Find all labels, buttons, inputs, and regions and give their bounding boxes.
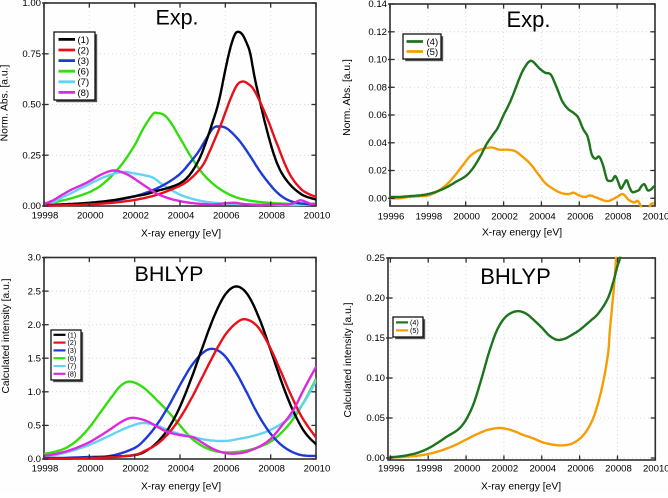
- svg-text:20008: 20008: [605, 212, 632, 223]
- svg-text:0.5: 0.5: [28, 421, 41, 432]
- svg-text:0.20: 0.20: [366, 293, 385, 304]
- svg-text:0.10: 0.10: [368, 55, 387, 66]
- svg-text:20004: 20004: [168, 211, 195, 222]
- svg-text:Calculated intensity [a.u.]: Calculated intensity [a.u.]: [343, 302, 354, 417]
- svg-text:0.75: 0.75: [22, 49, 41, 60]
- svg-text:19998: 19998: [32, 211, 59, 222]
- svg-text:BHLYP: BHLYP: [480, 264, 551, 289]
- svg-text:(8): (8): [68, 369, 77, 378]
- svg-text:(3): (3): [78, 56, 90, 67]
- svg-text:(5): (5): [410, 326, 419, 335]
- svg-text:Exp.: Exp.: [506, 7, 550, 32]
- svg-text:20000: 20000: [453, 212, 480, 223]
- svg-text:0.00: 0.00: [366, 453, 385, 464]
- svg-text:3.0: 3.0: [28, 253, 41, 264]
- svg-text:(6): (6): [68, 354, 77, 363]
- svg-text:20008: 20008: [258, 211, 285, 222]
- svg-text:20004: 20004: [168, 464, 195, 475]
- svg-text:20002: 20002: [491, 212, 518, 223]
- svg-text:(4): (4): [427, 37, 439, 48]
- svg-text:20000: 20000: [454, 464, 481, 475]
- svg-text:0.10: 0.10: [366, 373, 385, 384]
- svg-text:20006: 20006: [567, 212, 594, 223]
- svg-text:0.04: 0.04: [368, 138, 387, 149]
- svg-text:(7): (7): [78, 77, 90, 88]
- svg-text:0.25: 0.25: [366, 253, 385, 264]
- svg-text:Norm. Abs. [a.u.]: Norm. Abs. [a.u.]: [342, 59, 353, 136]
- svg-text:20010: 20010: [304, 464, 331, 475]
- svg-text:0.00: 0.00: [22, 201, 41, 212]
- svg-text:19996: 19996: [378, 212, 405, 223]
- svg-text:20000: 20000: [77, 464, 104, 475]
- svg-text:BHLYP: BHLYP: [135, 262, 204, 286]
- svg-text:2.5: 2.5: [28, 286, 41, 297]
- svg-text:(1): (1): [68, 330, 77, 339]
- svg-text:20010: 20010: [643, 212, 668, 223]
- svg-text:X-ray energy [eV]: X-ray energy [eV]: [481, 482, 561, 493]
- svg-text:0.02: 0.02: [368, 166, 387, 177]
- svg-text:2.0: 2.0: [28, 320, 41, 331]
- svg-text:0.50: 0.50: [22, 100, 41, 111]
- svg-text:Calculated intensity [a.u.]: Calculated intensity [a.u.]: [1, 278, 12, 393]
- svg-text:0.0: 0.0: [28, 454, 41, 465]
- svg-text:20000: 20000: [77, 211, 104, 222]
- svg-text:20002: 20002: [122, 211, 149, 222]
- svg-text:0.12: 0.12: [368, 27, 387, 38]
- svg-text:0.05: 0.05: [366, 413, 385, 424]
- svg-text:1.00: 1.00: [22, 0, 41, 9]
- svg-text:20006: 20006: [213, 211, 240, 222]
- svg-text:19998: 19998: [416, 212, 443, 223]
- svg-text:0.25: 0.25: [22, 150, 41, 161]
- svg-text:0.14: 0.14: [368, 0, 387, 10]
- svg-text:(2): (2): [78, 45, 90, 56]
- svg-text:0.00: 0.00: [368, 194, 387, 205]
- svg-text:(4): (4): [410, 318, 419, 327]
- svg-text:0.15: 0.15: [366, 333, 385, 344]
- svg-text:20004: 20004: [529, 212, 556, 223]
- svg-text:(8): (8): [78, 88, 90, 99]
- svg-text:(1): (1): [78, 35, 90, 46]
- svg-text:20008: 20008: [258, 464, 285, 475]
- svg-text:(3): (3): [68, 346, 77, 355]
- svg-text:20006: 20006: [213, 464, 240, 475]
- svg-text:(5): (5): [427, 47, 439, 58]
- svg-text:X-ray energy [eV]: X-ray energy [eV]: [141, 482, 221, 493]
- svg-text:Norm. Abs. [a.u.]: Norm. Abs. [a.u.]: [0, 65, 11, 142]
- svg-text:0.08: 0.08: [368, 83, 387, 94]
- svg-text:(6): (6): [78, 67, 90, 78]
- svg-text:(2): (2): [68, 338, 77, 347]
- svg-text:X-ray energy [eV]: X-ray energy [eV]: [482, 228, 562, 239]
- svg-text:20008: 20008: [605, 464, 632, 475]
- svg-text:1.0: 1.0: [28, 387, 41, 398]
- svg-text:X-ray energy [eV]: X-ray energy [eV]: [141, 229, 221, 240]
- svg-text:20004: 20004: [529, 464, 556, 475]
- svg-text:20010: 20010: [304, 211, 331, 222]
- svg-text:19998: 19998: [416, 464, 443, 475]
- svg-text:0.06: 0.06: [368, 110, 387, 121]
- svg-text:19996: 19996: [378, 464, 405, 475]
- svg-text:Exp.: Exp.: [155, 6, 198, 30]
- svg-text:20010: 20010: [643, 464, 668, 475]
- svg-text:20006: 20006: [567, 464, 594, 475]
- svg-text:1.5: 1.5: [28, 353, 41, 364]
- svg-text:20002: 20002: [492, 464, 519, 475]
- svg-text:19998: 19998: [32, 464, 59, 475]
- svg-text:20002: 20002: [122, 464, 149, 475]
- svg-text:(7): (7): [68, 362, 77, 371]
